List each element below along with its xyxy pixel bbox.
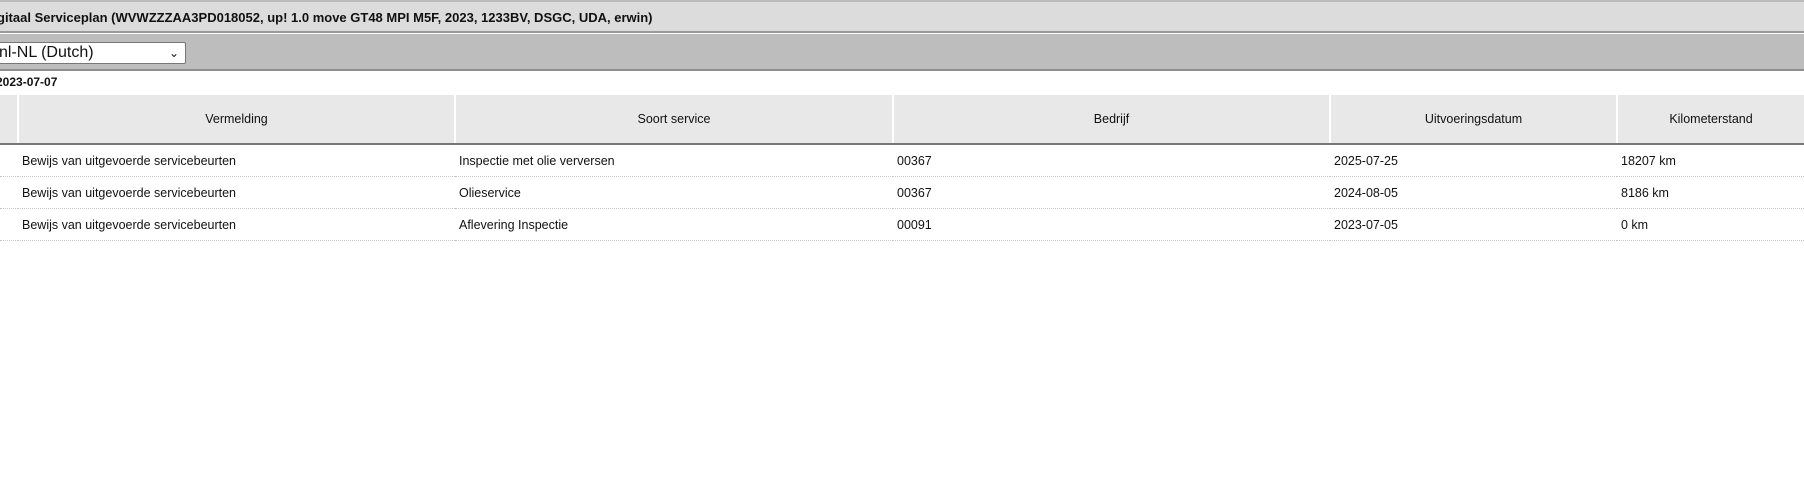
page-title: gitaal Serviceplan (WVWZZZAA3PD018052, u… [0,10,653,25]
table-row[interactable]: Bewijs van uitgevoerde servicebeurten Af… [0,208,1804,241]
cell-kilometerstand: 18207 km [1617,144,1804,177]
chevron-down-icon: ⌄ [168,46,179,60]
cell-soort-service: Inspectie met olie verversen [455,144,893,177]
cell-soort-service: Olieservice [455,176,893,209]
language-select-value: nl-NL (Dutch) [0,44,94,61]
cell-vermelding: Bewijs van uitgevoerde servicebeurten [18,208,455,241]
cell-soort-service: Aflevering Inspectie [455,208,893,241]
column-header-uitvoeringsdatum[interactable]: Uitvoeringsdatum [1329,95,1617,145]
cell-bedrijf: 00091 [893,208,1330,241]
cell-uitvoeringsdatum: 2023-07-05 [1330,208,1617,241]
cell-kilometerstand: 0 km [1617,208,1804,241]
cell-select [0,144,18,177]
table-header-row: Vermelding Soort service Bedrijf Uitvoer… [0,95,1804,145]
cell-select [0,208,18,241]
column-header-vermelding[interactable]: Vermelding [17,95,455,145]
service-table: Vermelding Soort service Bedrijf Uitvoer… [0,95,1804,241]
cell-select [0,176,18,209]
title-bar: gitaal Serviceplan (WVWZZZAA3PD018052, u… [0,0,1804,33]
table-row[interactable]: Bewijs van uitgevoerde servicebeurten Ol… [0,176,1804,209]
cell-bedrijf: 00367 [893,144,1330,177]
cell-vermelding: Bewijs van uitgevoerde servicebeurten [18,176,455,209]
cell-kilometerstand: 8186 km [1617,176,1804,209]
table-row[interactable]: Bewijs van uitgevoerde servicebeurten In… [0,144,1804,177]
column-header-bedrijf[interactable]: Bedrijf [892,95,1330,145]
cell-bedrijf: 00367 [893,176,1330,209]
cell-vermelding: Bewijs van uitgevoerde servicebeurten [18,144,455,177]
column-header-select[interactable] [0,95,18,145]
date-label: 2023-07-07 [0,75,58,89]
column-header-kilometerstand[interactable]: Kilometerstand [1616,95,1804,145]
language-bar: nl-NL (Dutch) ⌄ [0,34,1804,71]
column-header-soort-service[interactable]: Soort service [454,95,893,145]
language-select[interactable]: nl-NL (Dutch) ⌄ [0,42,186,64]
cell-uitvoeringsdatum: 2024-08-05 [1330,176,1617,209]
cell-uitvoeringsdatum: 2025-07-25 [1330,144,1617,177]
